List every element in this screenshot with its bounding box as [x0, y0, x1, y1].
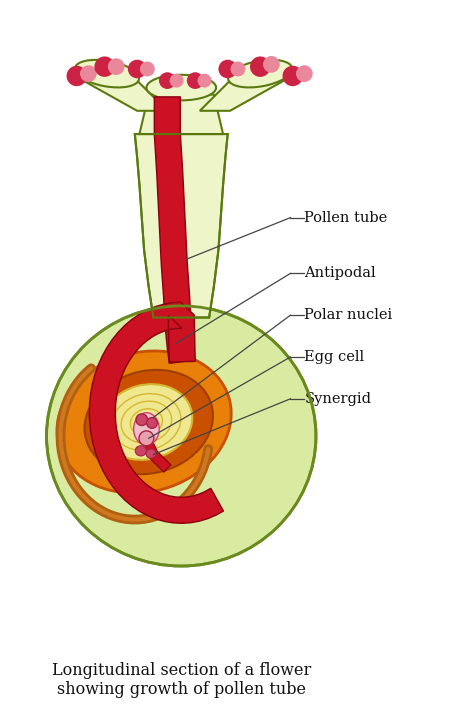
Polygon shape — [139, 94, 223, 134]
Ellipse shape — [128, 60, 146, 79]
Text: Polar nuclei: Polar nuclei — [304, 308, 392, 322]
Ellipse shape — [46, 306, 316, 566]
Ellipse shape — [140, 61, 155, 76]
Ellipse shape — [146, 418, 157, 428]
Ellipse shape — [134, 413, 159, 446]
Ellipse shape — [75, 60, 139, 87]
Text: Synergid: Synergid — [304, 392, 371, 406]
Polygon shape — [144, 443, 171, 472]
Polygon shape — [155, 97, 195, 363]
Polygon shape — [200, 79, 288, 111]
Text: Longitudinal section of a flower
showing growth of pollen tube: Longitudinal section of a flower showing… — [52, 662, 311, 698]
Ellipse shape — [230, 61, 246, 76]
Ellipse shape — [94, 56, 115, 77]
Ellipse shape — [296, 65, 313, 82]
Ellipse shape — [139, 431, 154, 446]
Ellipse shape — [159, 72, 176, 89]
Text: Egg cell: Egg cell — [304, 350, 365, 364]
Ellipse shape — [108, 59, 125, 75]
Ellipse shape — [57, 351, 231, 493]
Ellipse shape — [100, 384, 192, 460]
Text: Antipodal: Antipodal — [304, 266, 376, 281]
Polygon shape — [79, 79, 167, 111]
Ellipse shape — [228, 60, 292, 87]
Polygon shape — [89, 302, 223, 523]
Ellipse shape — [170, 74, 183, 88]
Ellipse shape — [136, 414, 147, 426]
Ellipse shape — [263, 56, 280, 73]
Ellipse shape — [66, 66, 87, 86]
Polygon shape — [135, 134, 228, 318]
Ellipse shape — [80, 65, 97, 82]
Ellipse shape — [187, 72, 203, 89]
Ellipse shape — [84, 370, 213, 474]
Ellipse shape — [146, 75, 216, 101]
Ellipse shape — [198, 74, 211, 88]
Ellipse shape — [135, 446, 146, 456]
Ellipse shape — [219, 60, 237, 79]
Ellipse shape — [146, 449, 156, 458]
Ellipse shape — [250, 56, 271, 77]
Text: Pollen tube: Pollen tube — [304, 211, 388, 225]
Ellipse shape — [283, 66, 303, 86]
